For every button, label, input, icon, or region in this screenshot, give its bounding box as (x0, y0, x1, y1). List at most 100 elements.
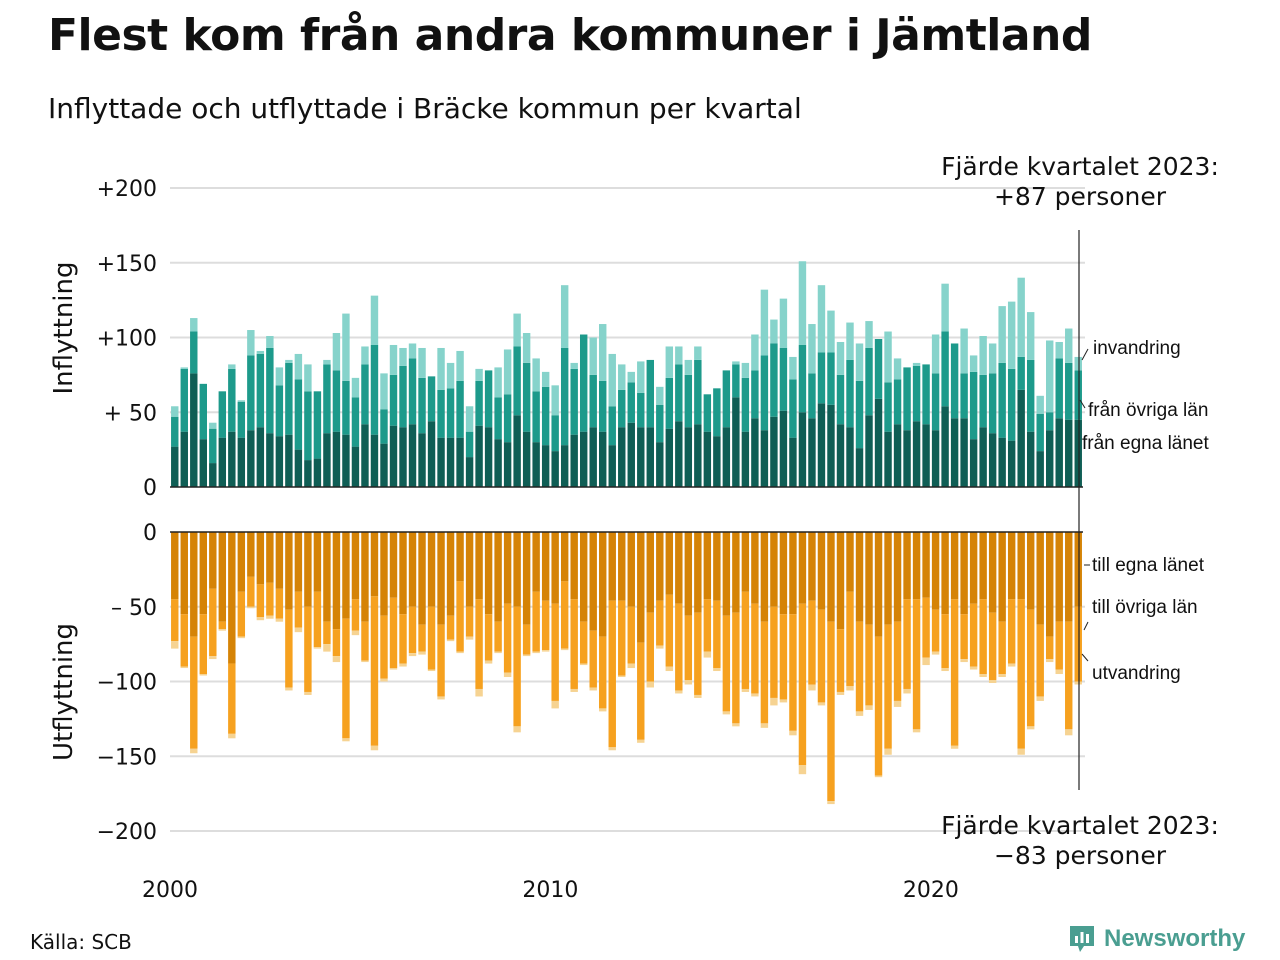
bar-inflyttning (855, 448, 864, 487)
bar-inflyttning (408, 424, 417, 487)
bar-utflyttning (199, 532, 207, 615)
bar-inflyttning (694, 346, 702, 360)
y-axis-title-top: Inflyttning (49, 262, 79, 395)
bar-utflyttning (703, 651, 712, 658)
bar-inflyttning (446, 362, 455, 389)
bar-inflyttning (513, 313, 521, 347)
bar-inflyttning (560, 285, 569, 348)
x-tick-label: 2020 (903, 878, 959, 903)
bar-inflyttning (713, 436, 721, 487)
bar-inflyttning (361, 424, 369, 487)
bar-inflyttning (931, 430, 940, 487)
bar-inflyttning (1017, 356, 1025, 390)
bar-inflyttning (342, 434, 350, 487)
bar-inflyttning (494, 397, 502, 440)
annotation-bottom-line2: −83 personer (994, 841, 1167, 870)
x-tick-label: 2010 (522, 878, 578, 903)
bar-inflyttning (656, 442, 664, 487)
bar-inflyttning (789, 379, 797, 438)
bar-utflyttning (332, 629, 341, 657)
bar-inflyttning (675, 364, 683, 422)
bar-utflyttning (551, 700, 559, 709)
bar-utflyttning (370, 745, 379, 751)
bar-utflyttning (694, 694, 702, 698)
bar-utflyttning (665, 594, 674, 667)
bar-utflyttning (180, 614, 188, 667)
source-note: Källa: SCB (30, 930, 132, 954)
bar-utflyttning (380, 615, 388, 679)
bar-utflyttning (874, 775, 883, 778)
bar-utflyttning (808, 684, 816, 691)
bar-utflyttning (171, 641, 179, 649)
bar-inflyttning (323, 433, 331, 487)
bar-inflyttning (522, 333, 531, 363)
bar-utflyttning (979, 532, 987, 600)
bar-inflyttning (570, 434, 578, 487)
bar-utflyttning (751, 693, 759, 697)
bar-inflyttning (389, 344, 398, 375)
bar-utflyttning (399, 614, 407, 664)
bar-utflyttning (275, 532, 284, 589)
bar-inflyttning (285, 362, 293, 435)
bar-utflyttning (532, 651, 540, 654)
bar-utflyttning (855, 621, 864, 712)
bar-utflyttning (684, 615, 693, 680)
bar-utflyttning (751, 603, 759, 694)
bar-inflyttning (332, 431, 341, 487)
bar-utflyttning (732, 612, 740, 724)
bar-inflyttning (408, 358, 417, 425)
bar-utflyttning (789, 614, 797, 731)
bar-utflyttning (941, 532, 949, 615)
bar-inflyttning (770, 416, 778, 487)
bar-inflyttning (465, 406, 474, 432)
label-leader (1079, 399, 1086, 409)
bar-inflyttning (732, 364, 740, 398)
bar-utflyttning (969, 532, 978, 604)
bar-utflyttning (675, 532, 683, 604)
bar-inflyttning (266, 433, 274, 487)
series-label-out: till egna länet (1092, 555, 1205, 576)
bar-inflyttning (789, 356, 797, 380)
bar-inflyttning (960, 373, 968, 419)
bar-utflyttning (1017, 599, 1025, 749)
bar-inflyttning (313, 391, 322, 459)
bar-utflyttning (285, 532, 293, 610)
bar-utflyttning (903, 532, 911, 600)
bar-inflyttning (969, 371, 978, 440)
bar-utflyttning (237, 636, 246, 639)
bar-inflyttning (266, 347, 274, 434)
bar-inflyttning (1074, 419, 1082, 487)
bar-utflyttning (960, 659, 968, 663)
bar-utflyttning (171, 599, 179, 642)
bar-inflyttning (637, 392, 645, 428)
bar-inflyttning (646, 427, 654, 487)
bar-utflyttning (846, 685, 854, 691)
label-leader (1081, 653, 1089, 662)
bar-utflyttning (675, 690, 683, 694)
bar-utflyttning (313, 647, 322, 649)
bar-inflyttning (599, 324, 607, 381)
bar-inflyttning (218, 437, 227, 487)
series-label-in: invandring (1093, 338, 1181, 359)
bar-utflyttning (180, 666, 188, 669)
bar-inflyttning (209, 463, 217, 487)
bar-inflyttning (199, 383, 207, 440)
bar-inflyttning (665, 428, 674, 487)
bar-utflyttning (855, 711, 864, 716)
bar-utflyttning (599, 708, 607, 712)
bar-inflyttning (865, 415, 873, 487)
bar-inflyttning (618, 389, 626, 428)
bar-inflyttning (988, 343, 997, 374)
bar-inflyttning (199, 439, 207, 487)
bar-inflyttning (1046, 430, 1054, 487)
bar-inflyttning (513, 415, 521, 487)
bar-utflyttning (266, 532, 274, 583)
bar-utflyttning (579, 532, 588, 622)
bar-utflyttning (703, 599, 712, 652)
bar-inflyttning (190, 373, 198, 487)
bar-inflyttning (789, 437, 797, 487)
bar-utflyttning (817, 702, 826, 706)
bar-utflyttning (988, 680, 997, 683)
bar-utflyttning (589, 687, 597, 691)
bar-utflyttning (998, 532, 1006, 622)
